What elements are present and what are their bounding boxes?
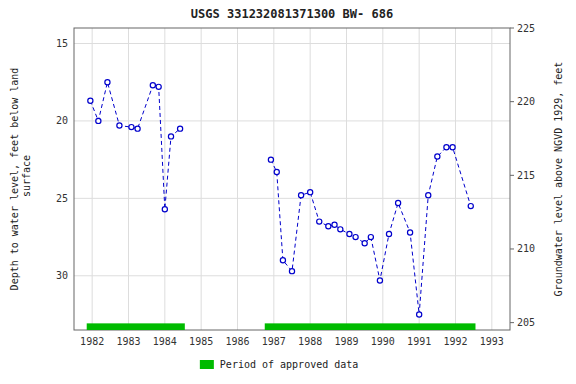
x-tick-label: 1983 (116, 336, 140, 347)
data-point (308, 190, 313, 195)
data-point (317, 219, 322, 224)
data-point (129, 125, 134, 130)
y-tick-label: 30 (56, 270, 68, 281)
data-point (268, 157, 273, 162)
y-axis-label-line: surface (21, 155, 32, 203)
data-point (162, 207, 167, 212)
data-point (105, 80, 110, 85)
grid (74, 28, 510, 330)
x-tick-label: 1986 (225, 336, 249, 347)
data-point (377, 278, 382, 283)
x-tick-label: 1985 (189, 336, 213, 347)
x-grid-line (419, 28, 420, 330)
data-point (135, 126, 140, 131)
x-tick-label: 1992 (443, 336, 467, 347)
y2-axis-label: Groundwater level above NGVD 1929, feet (553, 62, 564, 297)
x-tick-label: 1982 (80, 336, 104, 347)
data-point (368, 234, 373, 239)
data-point (168, 134, 173, 139)
y2-tick (510, 101, 514, 102)
title: USGS 331232081371300 BW- 686 (191, 7, 393, 21)
y2-tick-label: 205 (517, 317, 535, 328)
y2-tick (510, 28, 514, 29)
x-grid-line (382, 28, 383, 330)
x-tick-label: 1989 (334, 336, 358, 347)
data-point (96, 118, 101, 123)
y2-tick-label: 210 (517, 243, 535, 254)
x-tick-label: 1984 (153, 336, 177, 347)
x-grid-line (201, 28, 202, 330)
y2-tick (510, 175, 514, 176)
data-point (298, 193, 303, 198)
x-grid-line (128, 28, 129, 330)
data-point (150, 83, 155, 88)
series-line (271, 147, 471, 314)
y-grid-line (74, 120, 510, 121)
data-point (417, 312, 422, 317)
y-grid-line (74, 198, 510, 199)
data-point (326, 224, 331, 229)
data-point (177, 126, 182, 131)
x-tick-label: 1991 (407, 336, 431, 347)
data-point (280, 258, 285, 263)
y2-tick-label: 220 (517, 96, 535, 107)
data-point (407, 230, 412, 235)
approved-period (265, 323, 476, 330)
data-point (88, 98, 93, 103)
data-point (450, 145, 455, 150)
x-grid-line (273, 28, 274, 330)
x-grid-line (164, 28, 165, 330)
y-axis-label-line: Depth to water level, feet below land (9, 68, 20, 291)
x-grid-line (455, 28, 456, 330)
legend: Period of approved data (200, 359, 358, 370)
y2-tick (510, 322, 514, 323)
x-grid-line (310, 28, 311, 330)
legend-label: Period of approved data (220, 359, 358, 370)
y-tick-label: 20 (56, 115, 68, 126)
x-tick-label: 1993 (480, 336, 504, 347)
y2-tick-label: 215 (517, 170, 535, 181)
data-point (426, 193, 431, 198)
y-tick-label: 25 (56, 193, 68, 204)
data-point (274, 169, 279, 174)
y-grid-line (74, 275, 510, 276)
data-point (468, 204, 473, 209)
plot-frame (74, 28, 510, 330)
data-point (156, 84, 161, 89)
x-tick-label: 1990 (371, 336, 395, 347)
y2-tick-label: 225 (517, 23, 535, 34)
chart: 1982 1983 1984 1985 1986 1987 1988 1989 1990 1991… (0, 0, 576, 384)
y-tick-label: 15 (56, 38, 68, 49)
x-tick-label: 1987 (262, 336, 286, 347)
data-point (386, 231, 391, 236)
data-point (338, 227, 343, 232)
y2-tick (510, 248, 514, 249)
y-grid-line (74, 43, 510, 44)
data-point (362, 241, 367, 246)
legend-swatch (200, 360, 214, 369)
x-grid-line (237, 28, 238, 330)
y-axis-label: Depth to water level, feet below land su… (9, 68, 32, 291)
data-point (289, 269, 294, 274)
x-grid-line (92, 28, 93, 330)
x-grid-line (491, 28, 492, 330)
x-grid-line (346, 28, 347, 330)
data-point (395, 200, 400, 205)
axes: 1982 1983 1984 1985 1986 1987 1988 1989 1990 1991… (56, 23, 535, 348)
approved-period (87, 323, 185, 330)
x-tick-label: 1988 (298, 336, 322, 347)
data-point (117, 123, 122, 128)
data-point (444, 145, 449, 150)
data-point (435, 154, 440, 159)
data-point (347, 231, 352, 236)
data-point (332, 222, 337, 227)
plot-area (87, 80, 476, 330)
data-point (353, 234, 358, 239)
series-line (90, 82, 180, 209)
